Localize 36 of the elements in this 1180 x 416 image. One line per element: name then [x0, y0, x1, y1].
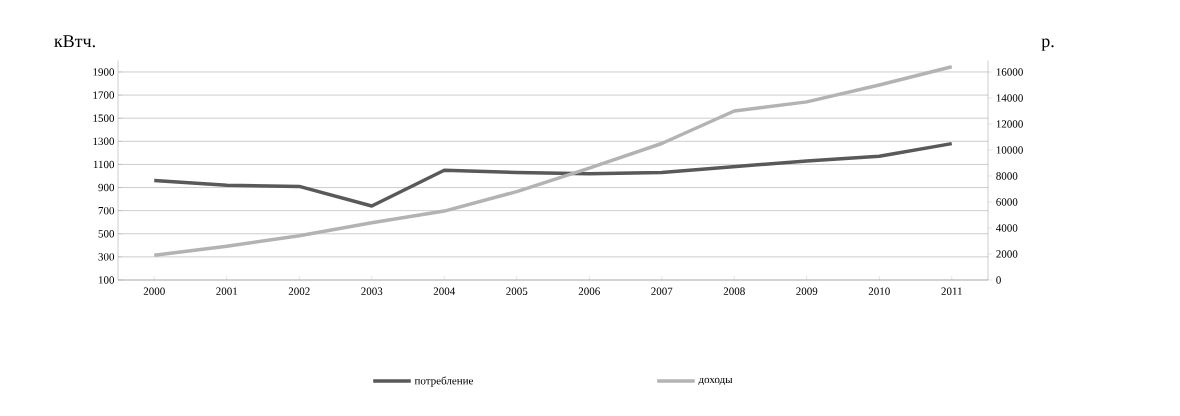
x-tick-label: 2002 — [288, 287, 310, 295]
x-tick-label: 2006 — [578, 287, 600, 295]
line-series — [152, 65, 954, 258]
y-tick-label: 1300 — [93, 137, 115, 146]
x-tick-label: 2001 — [216, 287, 238, 295]
y2-tick-label: 14000 — [996, 94, 1023, 102]
y-tick-label: 500 — [98, 230, 115, 238]
x-tick-label: 2010 — [868, 287, 890, 295]
x-tick-label: 2008 — [723, 287, 745, 295]
y-tick-label: 300 — [98, 253, 115, 261]
y2-axis-title: р. — [1041, 38, 1054, 51]
y2-tick-label: 10000 — [996, 146, 1023, 154]
y-tick-label: 100 — [98, 276, 115, 284]
legend-label: потребление — [414, 376, 474, 387]
x-tick-label: 2000 — [143, 287, 165, 295]
legend-label: доходы — [698, 377, 733, 386]
x-tick-label: 2005 — [506, 287, 528, 295]
x-tick-label: 2009 — [796, 287, 818, 295]
y2-tick-label: 6000 — [996, 198, 1018, 206]
x-tick-label: 2004 — [433, 287, 456, 295]
y2-tick-label: 12000 — [996, 120, 1023, 128]
y2-tick-label: 16000 — [996, 68, 1023, 76]
y-tick-label: 900 — [98, 183, 115, 192]
y-tick-label: 1100 — [93, 160, 115, 169]
x-tick-label: 2007 — [651, 287, 673, 295]
y-tick-label: 1500 — [93, 114, 115, 122]
y2-tick-label: 8000 — [996, 172, 1018, 180]
y-axis-title: кВтч. — [54, 35, 95, 48]
y-tick-label: 700 — [98, 206, 115, 215]
y-tick-label: 1700 — [93, 91, 115, 99]
y-tick-label: 1900 — [93, 68, 115, 76]
y2-tick-label: 0 — [996, 276, 1001, 284]
y2-tick-label: 4000 — [996, 224, 1018, 232]
x-tick-label: 2011 — [941, 287, 962, 295]
x-tick-label: 2003 — [361, 287, 383, 295]
y2-tick-label: 2000 — [996, 250, 1018, 258]
